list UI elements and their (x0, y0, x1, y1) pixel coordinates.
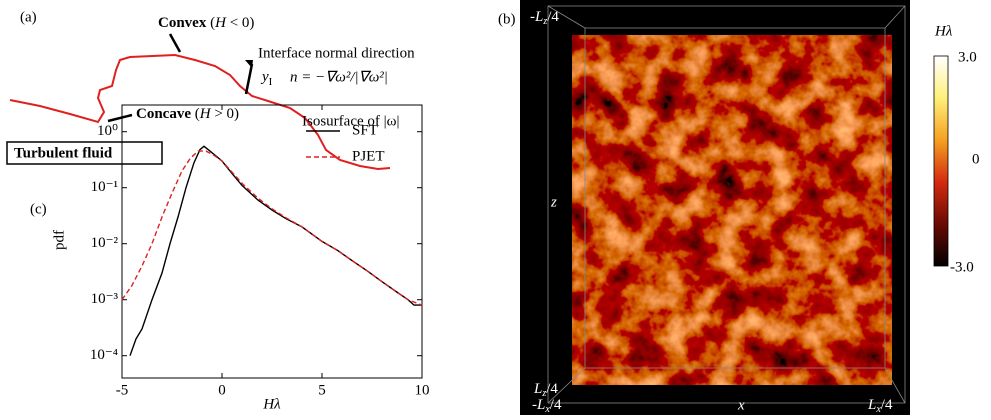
normal-title: Interface normal direction (258, 45, 415, 61)
y-tick-label: 10⁻¹ (91, 179, 118, 195)
z-axis-label: z (550, 194, 557, 210)
series-line (121, 150, 423, 306)
panel-c: (c) pdf Hλ -5 0 5 10 10⁰ 10⁻¹ 10⁻² 10⁻³ 10⁻⁴ SFT P… (30, 104, 430, 412)
convex-label: Convex (H < 0) (158, 15, 254, 31)
colorbar (933, 55, 949, 267)
fluid-label: Turbulent fluid (14, 145, 113, 161)
yi-label: yI (260, 69, 273, 87)
panel-b: (b) -Lz/4 Lz/4 -Lx/4 Lx/4 x z Hλ 3.0 0 -… (498, 0, 980, 415)
panel-label: (b) (498, 11, 516, 27)
box-edge (547, 367, 586, 404)
colorbar-mid: 0 (972, 151, 980, 167)
z-top-label: -Lz/4 (530, 9, 559, 27)
legend-label: PJET (352, 148, 385, 164)
x-axis-label: x (737, 397, 745, 413)
isosurface-render (572, 35, 892, 385)
box-edge (884, 367, 906, 404)
plot-frame (121, 104, 423, 379)
arrow (107, 113, 133, 123)
colorbar-title: Hλ (934, 23, 953, 39)
box-outline (547, 5, 906, 404)
arrow (168, 33, 182, 53)
isosurface-label: Isosurface of |ω| (302, 113, 400, 129)
y-tick-label: 10⁻³ (91, 291, 119, 307)
normal-arrow (244, 63, 254, 95)
interface-curve (9, 53, 391, 171)
box-edge (547, 5, 586, 29)
series-line (129, 145, 422, 356)
x-tick-label: 0 (218, 382, 226, 398)
x-axis-label: Hλ (262, 396, 281, 412)
arrow-head (245, 60, 253, 68)
x-tick-label: 5 (318, 382, 326, 398)
panel-label: (a) (20, 9, 37, 25)
x-left-label: -Lx/4 (532, 397, 562, 415)
legend-label: SFT (352, 122, 378, 138)
box-edge (884, 5, 906, 29)
z-bottom-label: Lz/4 (533, 381, 558, 399)
y-tick-label: 10⁰ (97, 123, 118, 139)
concave-label: Concave (H > 0) (136, 106, 239, 122)
colorbar-max: 3.0 (958, 49, 977, 65)
x-tick-label: -5 (116, 382, 129, 398)
x-tick-label: 10 (415, 382, 430, 398)
y-tick-label: 10⁻⁴ (90, 347, 118, 363)
y-tick-label: 10⁻² (91, 235, 119, 251)
box-outline (584, 27, 886, 369)
panel-label: (c) (30, 201, 47, 217)
y-axis-label: pdf (51, 230, 67, 250)
panel-a: (a) Convex (H < 0) Interface normal dire… (6, 9, 415, 171)
fluid-box (6, 141, 163, 165)
colorbar-min: -3.0 (950, 259, 974, 275)
x-right-label: Lx/4 (867, 397, 893, 415)
normal-formula: n = −∇ω²/|∇ω²| (290, 69, 388, 85)
